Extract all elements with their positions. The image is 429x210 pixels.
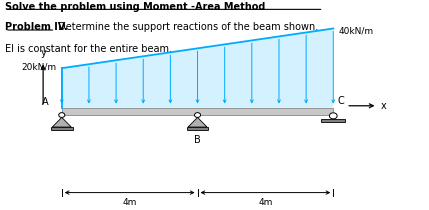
Text: B: B — [194, 135, 201, 146]
Polygon shape — [51, 127, 73, 130]
Polygon shape — [321, 119, 345, 122]
Circle shape — [59, 113, 65, 117]
Text: Problem IV.: Problem IV. — [5, 22, 68, 32]
Text: x: x — [381, 101, 387, 111]
Text: Determine the support reactions of the beam shown.: Determine the support reactions of the b… — [55, 22, 319, 32]
Text: C: C — [337, 96, 344, 106]
Polygon shape — [52, 117, 71, 127]
Text: Solve the problem using Moment -Area Method: Solve the problem using Moment -Area Met… — [5, 2, 266, 12]
Text: A: A — [42, 97, 49, 107]
Text: 4m: 4m — [122, 198, 137, 207]
Text: EI is constant for the entire beam.: EI is constant for the entire beam. — [5, 44, 172, 54]
Circle shape — [194, 113, 201, 117]
FancyBboxPatch shape — [62, 108, 333, 115]
Polygon shape — [188, 117, 207, 127]
Circle shape — [329, 113, 337, 119]
Text: 20kN/m: 20kN/m — [21, 62, 57, 71]
Text: 4m: 4m — [258, 198, 272, 207]
Text: y: y — [40, 48, 46, 58]
Polygon shape — [187, 127, 208, 130]
Polygon shape — [62, 29, 333, 108]
Text: 40kN/m: 40kN/m — [338, 27, 374, 36]
